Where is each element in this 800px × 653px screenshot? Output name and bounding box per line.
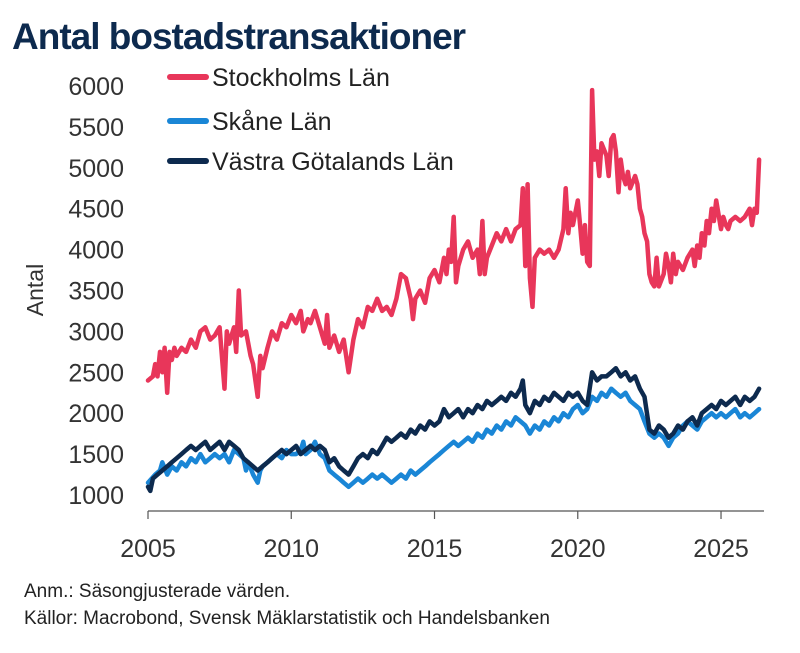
y-tick-label: 4500: [68, 196, 124, 224]
y-tick-label: 5500: [68, 114, 124, 142]
y-tick-label: 1500: [68, 441, 124, 469]
chart-axes: 2005 2010 2015 2020 2025 1000 1500 2000 2500 3000…: [22, 73, 764, 563]
x-tick-label: 2005: [120, 535, 176, 563]
y-tick-label: 2500: [68, 359, 124, 387]
legend-label-0: Stockholms Län: [212, 64, 390, 92]
footnote-sources: Källor: Macrobond, Svensk Mäklarstatisti…: [24, 608, 550, 629]
y-tick-label: 2000: [68, 400, 124, 428]
y-tick-label: 1000: [68, 482, 124, 510]
y-axis-title: Antal: [22, 264, 48, 316]
y-tick-label: 3000: [68, 318, 124, 346]
footnotes: Anm.: Säsongjusterade värden. Källor: Ma…: [24, 578, 550, 632]
chart-legend: Stockholms Län Skåne Län Västra Götalands …: [167, 64, 454, 176]
legend-label-1: Skåne Län: [212, 108, 332, 136]
y-tick-label: 4000: [68, 237, 124, 265]
y-tick-label: 3500: [68, 278, 124, 306]
x-tick-label: 2020: [550, 535, 606, 563]
x-tick-label: 2015: [407, 535, 463, 563]
series-line-0: [145, 87, 762, 400]
legend-label-2: Västra Götalands Län: [212, 148, 454, 176]
x-tick-label: 2025: [693, 535, 749, 563]
chart-title: Antal bostadstransaktioner: [12, 16, 466, 57]
y-tick-label: 6000: [68, 73, 124, 101]
footnote-note: Anm.: Säsongjusterade värden.: [24, 581, 291, 602]
series-line-1: [145, 386, 762, 490]
y-tick-label: 5000: [68, 155, 124, 183]
x-tick-label: 2010: [263, 535, 319, 563]
series-layer: [145, 87, 762, 494]
series-line-2: [145, 365, 762, 494]
